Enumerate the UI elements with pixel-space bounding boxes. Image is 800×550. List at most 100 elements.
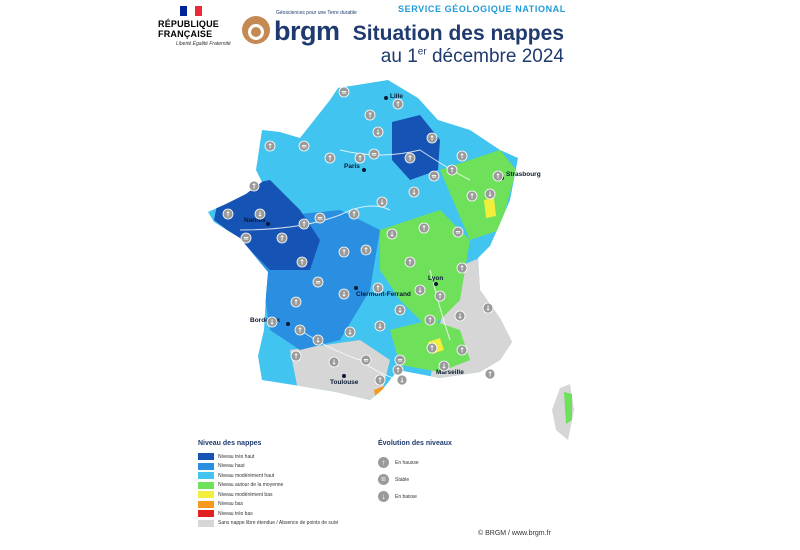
svg-text:↓: ↓ — [487, 191, 493, 199]
arrow-down-icon: ↓ — [312, 334, 324, 346]
arrow-up-icon: ↑ — [364, 109, 376, 121]
legend-label: Niveau modérément bas — [218, 491, 273, 498]
svg-text:↑: ↑ — [267, 143, 273, 151]
legend-label: Sans nappe libre étendue / Absence de po… — [218, 520, 339, 527]
legend-label: Niveau très haut — [218, 453, 255, 460]
svg-text:↓: ↓ — [441, 363, 447, 371]
equals-icon: = — [360, 354, 372, 366]
svg-text:↑: ↑ — [407, 259, 413, 267]
equals-icon: = — [240, 232, 252, 244]
city-lille: Lille — [390, 93, 403, 100]
arrow-down-icon: ↓ — [394, 304, 406, 316]
arrow-up-icon: ↑ — [290, 350, 302, 362]
svg-text:↓: ↓ — [341, 291, 347, 299]
arrow-up-icon: ↑ — [324, 152, 336, 164]
legend-item: Niveau autour de la moyenne — [198, 481, 438, 491]
arrow-up-icon: ↑ — [426, 342, 438, 354]
svg-text:=: = — [455, 229, 461, 237]
arrow-down-icon: ↓ — [386, 228, 398, 240]
copyright-credit: © BRGM / www.brgm.fr — [478, 530, 551, 537]
legend-item: Niveau très bas — [198, 509, 438, 519]
svg-text:↑: ↑ — [495, 173, 501, 181]
arrow-up-icon: ↑ — [294, 324, 306, 336]
arrow-up-icon: ↑ — [456, 150, 468, 162]
arrow-up-icon: ↑ — [426, 132, 438, 144]
svg-text:↑: ↑ — [429, 345, 435, 353]
svg-text:=: = — [397, 357, 403, 365]
equals-icon: = — [428, 170, 440, 182]
arrow-up-icon: ↑ — [298, 218, 310, 230]
trend-markers: = ↑ ↑ ↑ = ↑ ↑ ↑ ↑ ↑ = ↓ ↑ ↑ ↓ ↑ = ↑ ↓ ↓ = ↑ ↑ ↑ = ↑ ↑ = ↑ ↑ ↓ ↑ ↑ = ↓ ↑ ↑ ↓ ↑ ↓… — [222, 86, 504, 386]
legend-item: Niveau modérément bas — [198, 490, 438, 500]
equals-icon: = — [368, 148, 380, 160]
svg-text:↑: ↑ — [279, 235, 285, 243]
svg-text:↑: ↑ — [301, 221, 307, 229]
legend-swatch — [198, 500, 214, 508]
svg-text:↓: ↓ — [379, 199, 385, 207]
svg-text:↓: ↓ — [315, 337, 321, 345]
svg-text:↑: ↑ — [351, 211, 357, 219]
legend-label: Niveau très bas — [218, 510, 253, 517]
svg-text:↓: ↓ — [457, 313, 463, 321]
arrow-down-icon: ↓ — [266, 316, 278, 328]
legend-swatch — [198, 462, 214, 470]
evolution-legend: Évolution des niveaux ↑ En hausse = Stab… — [378, 440, 498, 505]
brgm-tagline: Géosciences pour une Terre durable — [276, 10, 357, 16]
arrow-down-icon: ↓ — [396, 374, 408, 386]
svg-text:↓: ↓ — [375, 129, 381, 137]
svg-text:↑: ↑ — [251, 183, 257, 191]
arrow-up-icon: ↑ — [374, 374, 386, 386]
french-flag-icon — [180, 6, 202, 16]
arrow-down-icon: ↓ — [344, 326, 356, 338]
arrow-up-icon: ↑ — [404, 256, 416, 268]
arrow-down-icon: ↓ — [438, 360, 450, 372]
arrow-down-icon: ↓ — [482, 302, 494, 314]
arrow-up-icon: ↑ — [492, 170, 504, 182]
svg-text:↑: ↑ — [421, 225, 427, 233]
svg-text:↑: ↑ — [293, 299, 299, 307]
svg-text:↑: ↑ — [437, 293, 443, 301]
svg-text:=: = — [341, 89, 347, 97]
brgm-brand: brgm — [274, 16, 340, 46]
evolution-item-up: ↑ En hausse — [378, 454, 498, 471]
svg-text:=: = — [363, 357, 369, 365]
equals-icon: = — [314, 212, 326, 224]
arrow-down-icon: ↓ — [454, 310, 466, 322]
svg-text:=: = — [431, 173, 437, 181]
svg-text:=: = — [317, 215, 323, 223]
page-title: Situation des nappes — [352, 22, 564, 45]
arrow-down-icon: ↓ — [374, 320, 386, 332]
legend-swatch — [198, 491, 214, 499]
arrow-down-icon: ↓ — [408, 186, 420, 198]
arrow-up-icon: ↑ — [404, 152, 416, 164]
svg-text:=: = — [371, 151, 377, 159]
svg-text:↑: ↑ — [395, 101, 401, 109]
brgm-logo: Géosciences pour une Terre durable brgm — [240, 6, 380, 58]
arrow-up-icon: ↑ — [378, 457, 389, 468]
arrow-up-icon: ↑ — [466, 190, 478, 202]
svg-text:↑: ↑ — [487, 371, 493, 379]
arrow-up-icon: ↑ — [446, 164, 458, 176]
equals-icon: = — [378, 474, 389, 485]
equals-icon: = — [338, 86, 350, 98]
city-nantes: Nantes — [244, 217, 266, 224]
service-label: SERVICE GÉOLOGIQUE NATIONAL — [398, 4, 566, 14]
legend-label: Niveau autour de la moyenne — [218, 482, 284, 489]
evolution-item-stable: = Stable — [378, 471, 498, 488]
arrow-up-icon: ↑ — [264, 140, 276, 152]
city-toulouse: Toulouse — [330, 379, 359, 386]
svg-text:↑: ↑ — [449, 167, 455, 175]
arrow-down-icon: ↓ — [254, 208, 266, 220]
republic-motto: Liberté Égalité Fraternité — [176, 41, 231, 47]
arrow-down-icon: ↓ — [372, 126, 384, 138]
svg-text:↓: ↓ — [411, 189, 417, 197]
equals-icon: = — [394, 354, 406, 366]
arrow-up-icon: ↑ — [248, 180, 260, 192]
svg-text:↑: ↑ — [407, 155, 413, 163]
arrow-up-icon: ↑ — [354, 152, 366, 164]
evolution-item-down: ↓ En baisse — [378, 488, 498, 505]
arrow-up-icon: ↑ — [392, 364, 404, 376]
arrow-up-icon: ↑ — [348, 208, 360, 220]
legend-swatch — [198, 510, 214, 518]
legend-title: Niveau des nappes — [198, 440, 262, 447]
